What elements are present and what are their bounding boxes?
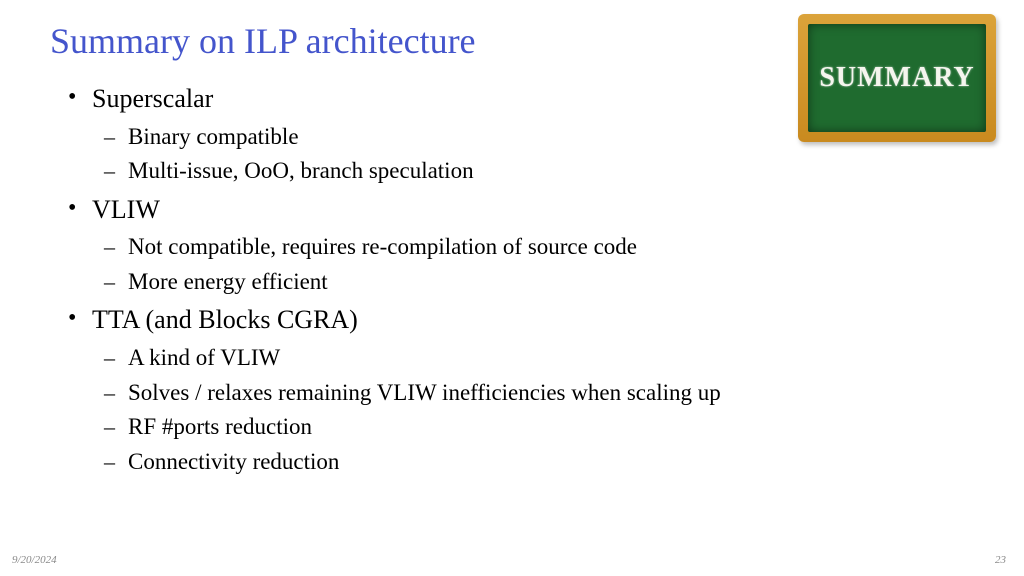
bullet-l1-label: VLIW [92, 195, 160, 224]
bullet-l2: Connectivity reduction [92, 445, 974, 480]
bullet-l2: Binary compatible [92, 120, 974, 155]
slide-content: Superscalar Binary compatible Multi-issu… [50, 80, 974, 479]
bullet-l2: Solves / relaxes remaining VLIW ineffici… [92, 376, 974, 411]
bullet-l2: Not compatible, requires re-compilation … [92, 230, 974, 265]
bullet-sublist: A kind of VLIW Solves / relaxes remainin… [92, 341, 974, 479]
footer-date: 9/20/2024 [12, 554, 57, 566]
bullet-l2: RF #ports reduction [92, 410, 974, 445]
bullet-l1-label: TTA (and Blocks CGRA) [92, 305, 358, 334]
bullet-l1-label: Superscalar [92, 84, 213, 113]
footer-page-number: 23 [995, 554, 1006, 566]
bullet-l2: Multi-issue, OoO, branch speculation [92, 154, 974, 189]
bullet-sublist: Not compatible, requires re-compilation … [92, 230, 974, 299]
slide: SUMMARY Summary on ILP architecture Supe… [0, 0, 1024, 576]
bullet-l1: TTA (and Blocks CGRA) A kind of VLIW Sol… [60, 301, 974, 479]
bullet-l2: More energy efficient [92, 265, 974, 300]
bullet-sublist: Binary compatible Multi-issue, OoO, bran… [92, 120, 974, 189]
bullet-l2: A kind of VLIW [92, 341, 974, 376]
bullet-l1: VLIW Not compatible, requires re-compila… [60, 191, 974, 300]
bullet-list: Superscalar Binary compatible Multi-issu… [60, 80, 974, 479]
bullet-l1: Superscalar Binary compatible Multi-issu… [60, 80, 974, 189]
